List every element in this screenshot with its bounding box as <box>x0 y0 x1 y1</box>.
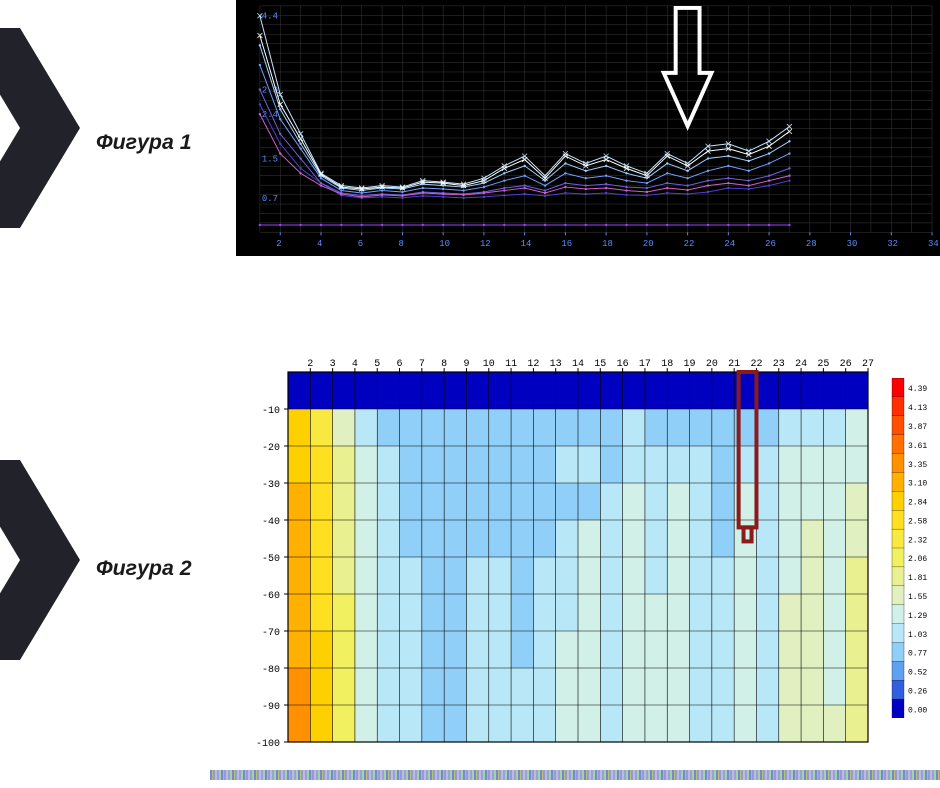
chart1-xtick: 30 <box>847 239 858 249</box>
chart1-xtick: 16 <box>561 239 572 249</box>
colorbar-tick: 2.58 <box>908 517 927 526</box>
colorbar-tick: 3.87 <box>908 423 927 432</box>
colorbar-tick: 1.03 <box>908 631 927 640</box>
chart1-xtick: 6 <box>358 239 363 249</box>
chart2-ytick: -60 <box>262 591 280 602</box>
decorative-chevron-2 <box>0 460 80 660</box>
chart2-ytick: -50 <box>262 554 280 565</box>
chart1-xtick: 18 <box>602 239 613 249</box>
figure-2-label: Фигура 2 <box>96 556 192 581</box>
chart1-xtick: 32 <box>887 239 898 249</box>
chart1-xtick: 20 <box>643 239 654 249</box>
colorbar-tick: 0.77 <box>908 650 927 659</box>
chart1-xtick: 34 <box>928 239 938 249</box>
chart1-ytick: 4.4 <box>262 12 278 22</box>
colorbar-tick: 0.26 <box>908 687 927 696</box>
chart2-ytick: -100 <box>256 739 280 750</box>
chart2-ytick: -20 <box>262 443 280 454</box>
figure-1-label: Фигура 1 <box>96 130 192 155</box>
chart1-xtick: 10 <box>439 239 450 249</box>
chart2-ytick: -40 <box>262 517 280 528</box>
colorbar-tick: 3.10 <box>908 480 927 489</box>
chart1-xtick: 8 <box>398 239 403 249</box>
decorative-chevron-1 <box>0 28 80 228</box>
chart2-ytick: -90 <box>262 702 280 713</box>
chart2-ytick: -80 <box>262 665 280 676</box>
chart1-xtick: 28 <box>806 239 817 249</box>
colorbar-tick: 4.13 <box>908 404 927 413</box>
page-root: Фигура 1 Фигура 2 0.71.52.42.94.42468101… <box>0 0 940 788</box>
colorbar-tick: 1.81 <box>908 574 927 583</box>
chart1-xtick: 2 <box>276 239 281 249</box>
decorative-noise-strip <box>210 770 940 780</box>
chart1-ytick: 0.7 <box>262 194 278 204</box>
colorbar-tick: 0.52 <box>908 669 927 678</box>
chart1-ytick: 1.5 <box>262 155 278 165</box>
chart1-xtick: 26 <box>765 239 776 249</box>
heatmap-chart: 2345678910111213141516171819202122232425… <box>236 350 876 750</box>
colorbar-tick: 1.55 <box>908 593 927 602</box>
colorbar: 4.39 4.13 3.87 3.61 3.35 3.10 2.84 2.58 2.32 2.06… <box>890 378 936 718</box>
colorbar-tick: 4.39 <box>908 385 927 394</box>
colorbar-tick: 3.35 <box>908 461 927 470</box>
chart1-xtick: 12 <box>480 239 491 249</box>
chart1-xtick: 24 <box>724 239 735 249</box>
chart2-ytick: -10 <box>262 406 280 417</box>
colorbar-tick: 2.06 <box>908 555 927 564</box>
line-chart: 0.71.52.42.94.42468101214161820222426283… <box>236 0 940 256</box>
chart1-xtick: 14 <box>521 239 532 249</box>
chart1-xtick: 4 <box>317 239 322 249</box>
colorbar-tick: 2.84 <box>908 499 927 508</box>
colorbar-tick: 1.29 <box>908 612 927 621</box>
colorbar-tick: 0.00 <box>908 706 927 715</box>
chart1-xtick: 22 <box>684 239 695 249</box>
chart2-ytick: -70 <box>262 628 280 639</box>
chart2-ytick: -30 <box>262 480 280 491</box>
colorbar-tick: 2.32 <box>908 536 927 545</box>
colorbar-tick: 3.61 <box>908 442 927 451</box>
